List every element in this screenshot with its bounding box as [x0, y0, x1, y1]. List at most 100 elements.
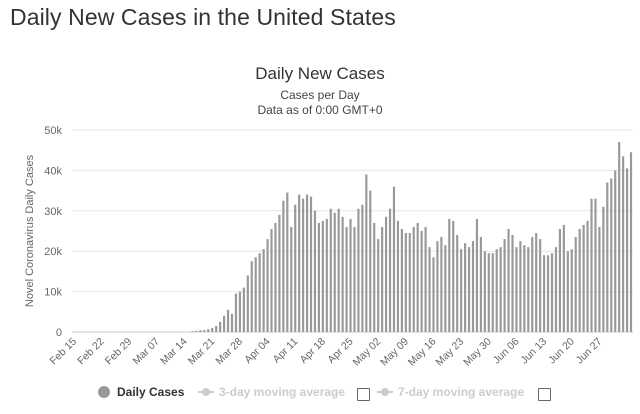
x-tick-label: Apr 11: [271, 336, 301, 366]
bar: [250, 261, 253, 332]
bar: [302, 198, 305, 332]
x-tick-label: Mar 21: [186, 336, 218, 368]
bar: [495, 249, 498, 332]
bar: [618, 142, 621, 332]
bar: [278, 214, 281, 332]
bar: [531, 237, 534, 332]
x-tick-label: Mar 28: [213, 336, 245, 368]
bar: [578, 228, 581, 332]
bar: [487, 253, 490, 332]
bar: [535, 233, 538, 332]
bar: [258, 253, 261, 332]
bar: [625, 168, 629, 332]
bar: [349, 218, 352, 332]
bar: [215, 325, 218, 332]
bar: [400, 228, 403, 332]
bar: [586, 220, 589, 332]
bar: [562, 224, 565, 332]
page-title: Daily New Cases in the United States: [10, 4, 396, 30]
y-tick-label: 40k: [44, 165, 62, 177]
bar: [566, 251, 569, 332]
bar: [365, 174, 368, 332]
bar: [199, 330, 202, 332]
x-tick-label: Jun 06: [491, 336, 522, 367]
bar: [594, 198, 597, 332]
bar: [290, 226, 293, 332]
bar: [333, 212, 336, 332]
legend-marker-icon: [98, 386, 110, 398]
bar: [452, 220, 455, 332]
bar: [602, 206, 605, 332]
bar: [274, 222, 277, 332]
bar: [475, 218, 479, 332]
bar: [226, 309, 230, 332]
x-tick-label: May 09: [378, 336, 411, 369]
bar: [286, 192, 289, 332]
bar: [211, 327, 214, 332]
legend-line-marker-icon: [198, 386, 214, 398]
bar: [337, 208, 340, 332]
bar: [246, 275, 249, 332]
bar: [412, 226, 415, 332]
checkbox-7-day-moving-average[interactable]: [538, 388, 551, 401]
bar: [420, 231, 423, 332]
bar: [361, 204, 364, 332]
bar: [262, 249, 265, 332]
legend-item-3-day-moving-average[interactable]: 3-day moving average: [198, 385, 345, 399]
bar: [191, 331, 194, 332]
bar: [317, 222, 321, 332]
bar: [515, 247, 518, 332]
legend-line-marker-icon: [377, 386, 393, 398]
checkbox-3-day-moving-average[interactable]: [357, 388, 370, 401]
bar: [444, 245, 447, 332]
bar: [195, 330, 198, 332]
bar: [428, 247, 431, 332]
bar: [325, 218, 328, 332]
bar: [622, 156, 625, 332]
bar: [507, 228, 510, 332]
bar: [388, 208, 392, 332]
bar: [294, 204, 297, 332]
x-tick-label: May 30: [461, 336, 494, 369]
bar: [266, 239, 269, 332]
bar: [543, 255, 546, 332]
chart-legend: Daily Cases 3-day moving average 7-day m…: [0, 385, 640, 405]
bar: [590, 198, 593, 332]
bar: [424, 226, 427, 332]
bar: [460, 249, 463, 332]
legend-label-7-day-moving-average: 7-day moving average: [398, 385, 525, 399]
y-axis-label: Novel Coronavirus Daily Cases: [24, 154, 36, 307]
bar: [479, 237, 482, 332]
bar: [404, 233, 407, 332]
legend-label-daily-cases: Daily Cases: [117, 385, 185, 399]
chart-title: Daily New Cases: [255, 64, 385, 83]
bar: [456, 235, 459, 332]
bar: [598, 226, 601, 332]
x-tick-label: Feb 22: [75, 336, 107, 368]
bar: [499, 247, 502, 332]
y-tick-label: 20k: [44, 246, 62, 258]
bar: [309, 196, 313, 332]
x-tick-label: Feb 29: [103, 336, 135, 368]
bar: [313, 210, 317, 332]
bar: [298, 194, 301, 332]
bar: [464, 243, 467, 332]
bar: [321, 220, 324, 332]
x-tick-label: Feb 15: [47, 336, 79, 368]
legend-item-7-day-moving-average[interactable]: 7-day moving average: [377, 385, 524, 399]
y-tick-label: 50k: [44, 125, 62, 137]
chart-subtitle: Cases per Day: [280, 88, 360, 102]
bar: [392, 186, 396, 332]
bar: [527, 247, 530, 332]
bar: [384, 216, 388, 332]
bar: [440, 237, 443, 332]
bar: [254, 257, 257, 332]
x-tick-label: Jun 20: [546, 336, 577, 367]
bar: [574, 237, 577, 332]
bar: [523, 245, 526, 332]
bar: [491, 253, 494, 332]
bar: [610, 178, 613, 332]
bar: [546, 255, 550, 332]
legend-item-daily-cases[interactable]: Daily Cases: [98, 385, 184, 399]
bar: [629, 152, 633, 332]
